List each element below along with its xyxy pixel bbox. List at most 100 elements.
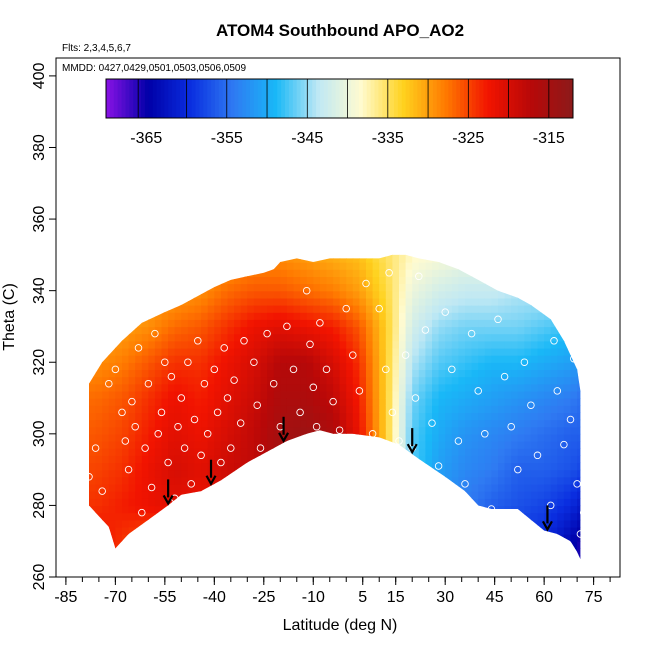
field-cell [174,369,182,378]
field-cell [174,269,182,277]
observation-point [487,505,496,513]
field-cell [280,269,288,277]
field-cell [584,470,591,478]
field-cell [385,340,393,349]
field-cell [168,412,176,421]
field-cell [220,519,229,528]
field-cell [352,326,360,335]
field-cell [366,498,374,507]
field-cell [102,312,110,320]
colorbar-swatch [222,79,228,118]
field-cell [253,340,262,349]
field-cell [102,405,110,413]
field-cell [339,534,347,542]
field-cell [115,290,123,299]
profile-arrow [541,505,553,532]
field-cell [379,269,387,277]
field-cell [214,283,222,292]
field-cell [385,269,393,277]
field-cell [102,433,110,442]
field-cell [234,254,242,256]
field-cell [319,405,328,413]
field-cell [511,469,519,478]
field-cell [154,254,163,256]
field-cell [577,290,581,299]
field-cell [412,498,420,507]
field-cell [155,563,162,571]
field-cell [458,390,466,399]
field-cell [95,390,103,399]
field-cell [359,563,366,571]
field-cell [372,262,380,270]
field-cell [537,541,545,549]
field-cell [267,476,275,485]
field-cell [128,512,136,521]
field-cell [399,505,407,514]
field-cell [168,555,176,560]
field-cell [227,433,235,442]
field-cell [89,283,90,292]
colorbar-swatch [246,79,251,118]
field-cell [544,491,552,499]
field-cell [293,305,301,313]
field-cell [95,283,103,292]
field-cell [511,269,519,277]
field-cell [379,333,387,342]
field-cell [300,319,308,328]
field-cell [563,297,572,306]
colorbar-swatch [534,79,539,118]
field-cell [141,305,149,313]
field-cell [511,362,519,370]
field-cell [280,563,287,571]
field-cell [465,347,473,356]
profile-arrow-head [541,520,553,532]
field-cell [517,283,525,292]
field-cell [517,312,525,320]
field-cell [451,412,459,421]
plot-frame [55,57,621,578]
field-cell [550,305,558,313]
field-cell [524,563,531,571]
field-cell [260,541,268,549]
field-cell [148,262,156,270]
field-cell [438,347,446,356]
field-cell [201,290,209,299]
field-cell [584,534,591,542]
field-cell [161,433,169,442]
field-cell [188,563,195,571]
field-cell [405,290,413,299]
field-cell [432,376,440,385]
field-cell [425,405,433,413]
field-cell [313,548,321,557]
field-cell [108,469,116,478]
field-cell [372,455,380,464]
field-cell [187,555,196,560]
field-cell [300,269,308,277]
field-cell [89,362,90,370]
field-cell [168,512,176,521]
colorbar-tick-label: -355 [211,130,243,147]
field-cell [359,469,367,478]
field-cell [557,419,565,428]
field-cell [366,541,374,549]
field-cell [438,254,446,263]
field-cell [273,297,281,306]
field-cell [451,498,459,507]
field-cell [451,319,459,328]
field-cell [161,347,169,356]
field-cell [148,412,156,421]
field-cell [102,254,110,263]
field-cell [418,262,426,270]
field-cell [306,290,314,299]
field-cell [530,491,539,499]
field-cell [174,441,182,449]
field-cell [524,555,532,560]
field-cell [95,369,103,378]
field-cell [201,555,209,560]
field-cell [530,355,539,363]
y-tick-label: 360 [31,206,48,233]
field-cell [168,541,176,549]
field-cell [412,405,420,413]
field-cell [425,305,433,313]
field-cell [260,519,268,528]
